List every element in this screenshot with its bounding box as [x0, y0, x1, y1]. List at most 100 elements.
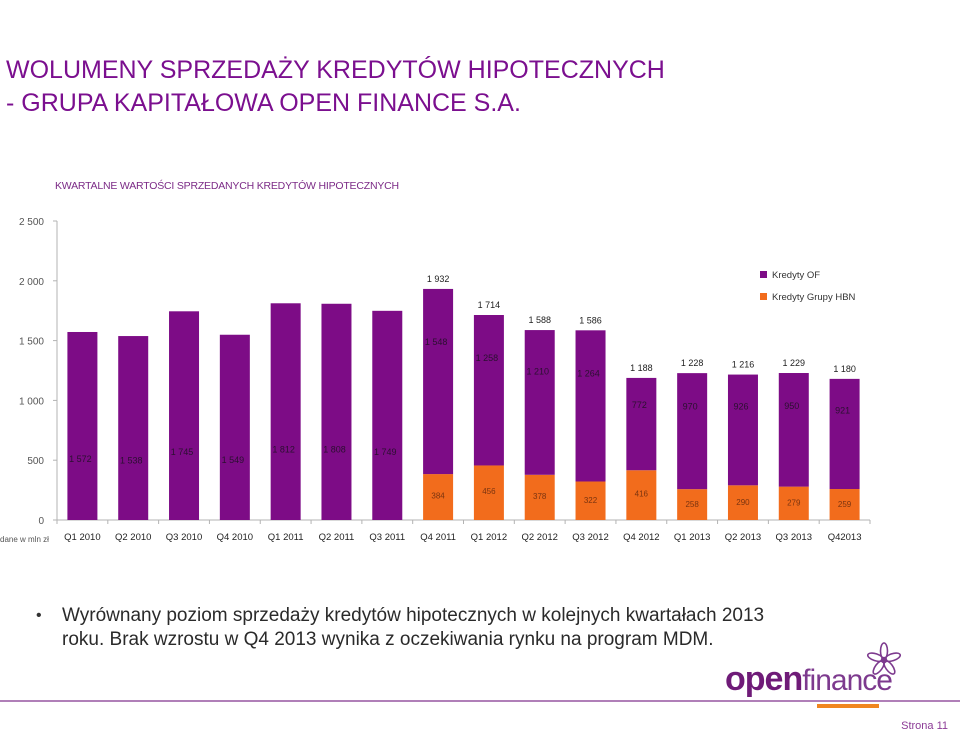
y-tick-label: 500: [27, 456, 44, 467]
logo-wordmark-open: open: [725, 660, 803, 698]
bar-of: [677, 373, 708, 490]
chart-title: KWARTALNE WARTOŚCI SPRZEDANYCH KREDYTÓW …: [55, 180, 399, 192]
bar-of-value-label: 921: [835, 406, 850, 416]
y-tick-label: 2 500: [19, 217, 44, 228]
slide-title: WOLUMENY SPRZEDAŻY KREDYTÓW HIPOTECZNYCH…: [6, 54, 946, 120]
x-category-label: Q1 2012: [471, 532, 507, 543]
logo-underline: [817, 704, 879, 708]
bar-of-value-label: 1 210: [526, 367, 549, 377]
bar-total-label: 1 188: [630, 363, 653, 373]
x-category-label: Q4 2010: [217, 532, 253, 543]
bullet-text: Wyrównany poziom sprzedaży kredytów hipo…: [62, 605, 765, 650]
y-tick-label: 2 000: [19, 277, 44, 288]
x-category-label: Q4 2011: [420, 532, 456, 543]
y-tick-label: 1 500: [19, 337, 44, 348]
x-category-label: Q4 2012: [623, 532, 659, 543]
bar-total-label: 1 180: [833, 364, 856, 374]
logo-wordmark-finance: finance: [802, 664, 893, 697]
bar-of-value-label: 772: [632, 400, 647, 410]
bar-hbn: [423, 474, 454, 520]
bar-of: [270, 303, 301, 520]
x-category-label: Q2 2010: [115, 532, 151, 543]
bullet-dot-icon: •: [36, 607, 42, 624]
bar-hbn-value-label: 259: [838, 500, 852, 509]
bar-of: [626, 377, 657, 471]
bar-total-label: 1 586: [579, 315, 602, 325]
chart: 0 500 1 000 1 500 2 000 2 500 dane w mln zł 1 5…: [0, 217, 871, 544]
bar-of: [727, 374, 758, 486]
bar-of-value-label: 1 812: [272, 444, 295, 454]
y-tick-label: 0: [38, 516, 44, 527]
bar-total-label: 1 216: [732, 360, 755, 370]
bar-of: [423, 288, 454, 475]
footer-rule: [0, 700, 960, 702]
bar-of-value-label: 1 538: [120, 455, 143, 465]
x-category-label: Q3 2011: [369, 532, 405, 543]
bar-of: [575, 330, 606, 482]
bar-of-value-label: 970: [683, 402, 698, 412]
bar-hbn: [727, 485, 758, 520]
flower-icon: [866, 642, 902, 675]
bar-of: [372, 310, 403, 520]
bar-of: [169, 311, 200, 520]
bar-hbn-value-label: 416: [635, 490, 649, 499]
x-category-label: Q1 2010: [64, 532, 100, 543]
x-category-label: Q3 2013: [776, 532, 812, 543]
bar-hbn-value-label: 322: [584, 496, 598, 505]
bar-of: [321, 303, 352, 520]
bar-hbn: [677, 489, 708, 520]
x-category-label: Q1 2013: [674, 532, 710, 543]
slide-title-line-1: WOLUMENY SPRZEDAŻY KREDYTÓW HIPOTECZNYCH: [6, 56, 665, 84]
x-category-label: Q2 2011: [319, 532, 355, 543]
bar-hbn-value-label: 258: [685, 500, 699, 509]
x-category-label: Q3 2012: [572, 532, 608, 543]
x-category-label: Q2 2012: [521, 532, 557, 543]
unit-note: dane w mln zł: [0, 535, 49, 544]
bar-of-value-label: 1 258: [476, 353, 499, 363]
bar-of: [219, 334, 250, 520]
bar-hbn-value-label: 279: [787, 499, 801, 508]
legend-label: Kredyty Grupy HBN: [772, 292, 856, 303]
bar-hbn: [778, 486, 809, 520]
bar-of-value-label: 926: [733, 402, 748, 412]
bar-of: [67, 331, 98, 520]
bar-of: [473, 315, 504, 466]
x-category-label: Q2 2013: [725, 532, 761, 543]
y-tick-label: 1 000: [19, 396, 44, 407]
bar-of-value-label: 1 264: [577, 369, 600, 379]
bar-hbn-value-label: 384: [431, 492, 445, 501]
bar-of-value-label: 1 745: [171, 447, 194, 457]
legend-label: Kredyty OF: [772, 270, 820, 281]
legend-swatch: [760, 293, 767, 300]
bar-hbn-value-label: 378: [533, 492, 547, 501]
bar-of-value-label: 1 808: [323, 445, 346, 455]
bar-hbn: [575, 481, 606, 520]
bar-hbn: [626, 470, 657, 520]
bar-of-value-label: 1 549: [222, 455, 245, 465]
bar-of: [829, 378, 860, 490]
bar-of-value-label: 1 572: [69, 454, 92, 464]
bar-total-label: 1 229: [783, 358, 806, 368]
bar-hbn: [829, 489, 860, 520]
open-finance-logo: openfinance: [722, 640, 902, 710]
bar-of: [778, 373, 809, 487]
bar-total-label: 1 932: [427, 274, 450, 284]
slide-title-line-2: - GRUPA KAPITAŁOWA OPEN FINANCE S.A.: [6, 89, 521, 117]
bar-total-label: 1 228: [681, 358, 704, 368]
x-category-label: Q42013: [828, 532, 862, 543]
bar-hbn-value-label: 290: [736, 498, 750, 507]
bar-total-label: 1 588: [528, 315, 551, 325]
bar-of-value-label: 950: [784, 401, 799, 411]
x-category-label: Q3 2010: [166, 532, 202, 543]
bar-hbn: [524, 474, 555, 520]
bar-total-label: 1 714: [478, 300, 501, 310]
bar-of-value-label: 1 749: [374, 447, 397, 457]
legend-swatch: [760, 271, 767, 278]
bar-hbn: [473, 465, 504, 520]
bar-of-value-label: 1 548: [425, 337, 448, 347]
bar-hbn-value-label: 456: [482, 487, 496, 496]
bar-of: [118, 336, 149, 520]
x-category-label: Q1 2011: [268, 532, 304, 543]
logo-wordmark: openfinance: [725, 660, 893, 699]
page-number: Strona 11: [901, 720, 948, 732]
